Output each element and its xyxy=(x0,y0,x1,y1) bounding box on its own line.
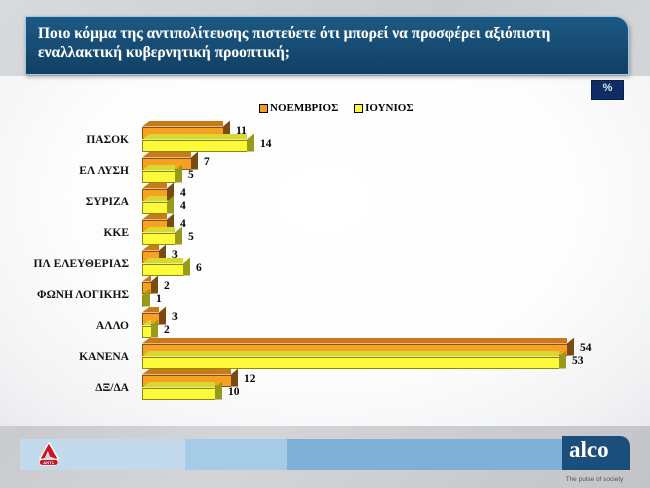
svg-text:ANT1: ANT1 xyxy=(43,460,55,465)
